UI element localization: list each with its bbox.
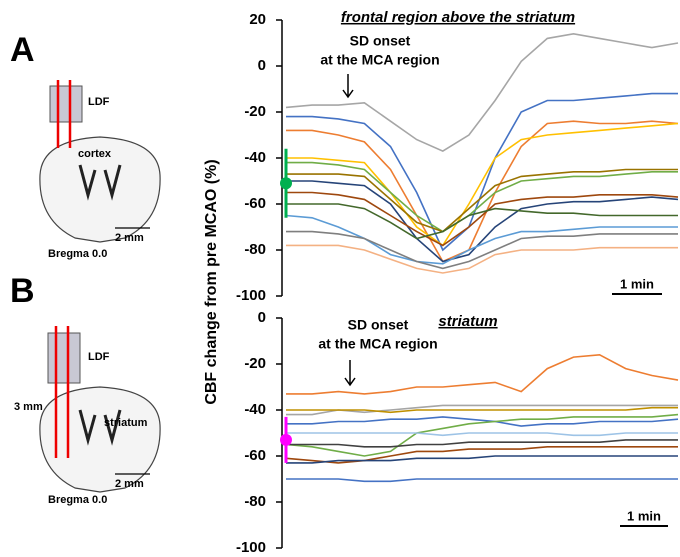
y-tick-label: 0	[258, 57, 266, 74]
data-line	[286, 479, 678, 481]
y-tick-label: -40	[244, 401, 266, 418]
annotation: SD onset	[348, 317, 409, 333]
annotation-arrow	[343, 74, 353, 97]
y-tick-label: -60	[244, 447, 266, 464]
y-tick-label: -80	[244, 493, 266, 510]
y-tick-label: 20	[249, 11, 266, 28]
bregma-label: Bregma 0.0	[48, 494, 107, 506]
data-line	[286, 433, 678, 435]
mean-marker	[280, 177, 292, 189]
y-tick-label: -60	[244, 195, 266, 212]
data-line	[286, 245, 678, 273]
chart-title: frontal region above the striatum	[341, 9, 575, 26]
bregma-label: Bregma 0.0	[48, 248, 107, 260]
panel-letter: B	[10, 272, 35, 310]
annotation-arrow	[345, 360, 355, 385]
brain-outline	[40, 387, 160, 492]
annotation: SD onset	[350, 33, 411, 49]
y-tick-label: -20	[244, 355, 266, 372]
y-axis-label: CBF change from pre MCAO (%)	[203, 159, 220, 404]
ldf-probe	[50, 86, 82, 122]
diagram-b: B LDF 3 mm striatum 2 mm Bregma 0.0	[10, 272, 160, 506]
probe-label: LDF	[88, 96, 110, 108]
data-line	[286, 408, 678, 413]
data-line	[286, 417, 678, 426]
panel-letter: A	[10, 31, 35, 69]
data-line	[286, 440, 678, 447]
annotation: at the MCA region	[320, 52, 439, 68]
region-label: cortex	[78, 148, 112, 160]
data-line	[286, 355, 678, 394]
scale-bar-label: 1 min	[620, 276, 654, 291]
scale-label: 2 mm	[115, 232, 144, 244]
data-line	[286, 232, 678, 269]
y-tick-label: -20	[244, 103, 266, 120]
scale-label: 2 mm	[115, 478, 144, 490]
y-tick-label: -80	[244, 241, 266, 258]
scale-bar-label: 1 min	[627, 508, 661, 523]
ldf-probe	[48, 333, 80, 383]
region-label: striatum	[104, 417, 148, 429]
y-tick-label: -40	[244, 149, 266, 166]
figure: A LDF cortex 2 mm Bregma 0.0 B LDF 3 mm …	[0, 0, 680, 557]
depth-label: 3 mm	[14, 401, 43, 413]
probe-label: LDF	[88, 351, 110, 363]
annotation: at the MCA region	[318, 336, 437, 352]
y-tick-label: 0	[258, 309, 266, 326]
mean-marker	[280, 434, 292, 446]
diagram-a: A LDF cortex 2 mm Bregma 0.0	[10, 31, 160, 260]
y-tick-label: -100	[236, 539, 266, 556]
chart-title: striatum	[438, 313, 497, 330]
y-tick-label: -100	[236, 287, 266, 304]
